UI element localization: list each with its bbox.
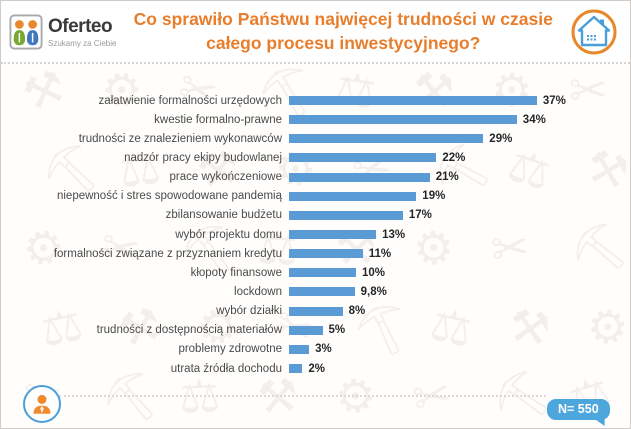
chart-row: wybór projektu domu 13%: [1, 225, 630, 244]
person-avatar: [23, 385, 61, 423]
bar: [289, 230, 377, 240]
chart-row: kłopoty finansowe 10%: [1, 263, 630, 282]
category-label: lockdown: [234, 285, 282, 298]
oferteo-logo: Oferteo Szukamy za Ciebie: [9, 14, 116, 50]
value-label: 34%: [522, 113, 546, 126]
person-icon: [33, 394, 51, 414]
category-label: wybór działki: [216, 305, 282, 318]
house-icon: [570, 8, 618, 56]
value-label: 3%: [315, 343, 332, 356]
category-label: trudności ze znalezieniem wykonawców: [78, 132, 282, 145]
bar: [289, 306, 343, 316]
chart-row: wybór działki 8%: [1, 302, 630, 321]
bar-chart: załatwienie formalności urzędowych 37% k…: [1, 91, 630, 378]
bar: [289, 172, 430, 182]
page-title: Co sprawiło Państwu najwięcej trudności …: [116, 8, 570, 55]
bar: [289, 249, 363, 259]
bar: [289, 344, 310, 354]
bar: [289, 96, 537, 106]
value-label: 17%: [408, 209, 432, 222]
sample-size-badge: N= 550: [547, 399, 610, 420]
chart-row: załatwienie formalności urzędowych 37%: [1, 91, 630, 110]
category-label: formalności związane z przyznaniem kredy…: [53, 247, 282, 260]
bar: [289, 325, 323, 335]
value-label: 2%: [308, 362, 326, 375]
chart-row: kwestie formalno-prawne 34%: [1, 110, 630, 129]
category-label: zbilansowanie budżetu: [165, 209, 282, 222]
category-label: załatwienie formalności urzędowych: [98, 94, 282, 107]
brand-name: Oferteo: [48, 15, 113, 37]
category-label: utrata źródła dochodu: [170, 362, 282, 375]
chart-row: nadzór pracy ekipy budowlanej 22%: [1, 148, 630, 167]
house-icon-svg: [571, 9, 617, 54]
chart-row: lockdown 9,8%: [1, 282, 630, 301]
category-label: prace wykończeniowe: [169, 171, 282, 184]
value-label: 21%: [435, 171, 459, 184]
bar: [289, 115, 517, 125]
bar: [289, 210, 403, 220]
value-label: 19%: [422, 190, 446, 203]
title-line-2: całego procesu inwestycyjnego?: [206, 32, 481, 53]
bar: [289, 153, 437, 163]
bar: [289, 364, 303, 374]
bar: [289, 191, 417, 201]
value-label: 11%: [368, 247, 392, 260]
chart-row: prace wykończeniowe 21%: [1, 168, 630, 187]
chart-row: trudności z dostępnością materiałów 5%: [1, 321, 630, 340]
bar: [289, 287, 355, 297]
logo-text: Oferteo Szukamy za Ciebie: [48, 16, 116, 48]
chart-row: utrata źródła dochodu 2%: [1, 359, 630, 378]
value-label: 37%: [542, 94, 566, 107]
bar: [289, 134, 484, 144]
value-label: 8%: [348, 305, 366, 318]
chart-row: niepewność i stres spowodowane pandemią …: [1, 187, 630, 206]
chart-row: formalności związane z przyznaniem kredy…: [1, 244, 630, 263]
chart-row: problemy zdrowotne 3%: [1, 340, 630, 359]
category-label: kwestie formalno-prawne: [154, 113, 282, 126]
header: Oferteo Szukamy za Ciebie Co sprawiło Pa…: [1, 1, 630, 64]
category-label: kłopoty finansowe: [190, 266, 282, 279]
value-label: 9,8%: [360, 285, 387, 298]
category-label: trudności z dostępnością materiałów: [96, 324, 282, 337]
value-label: 29%: [489, 132, 513, 145]
footer-divider: [59, 395, 546, 397]
category-label: problemy zdrowotne: [178, 343, 282, 356]
value-label: 22%: [442, 151, 466, 164]
bar: [289, 268, 356, 278]
category-label: nadzór pracy ekipy budowlanej: [124, 151, 282, 164]
chart-row: trudności ze znalezieniem wykonawców 29%: [1, 129, 630, 148]
chart-row: zbilansowanie budżetu 17%: [1, 206, 630, 225]
oferteo-logo-icon: [9, 14, 43, 49]
value-label: 10%: [362, 266, 386, 279]
value-label: 5%: [328, 324, 346, 337]
category-label: wybór projektu domu: [175, 228, 282, 241]
value-label: 13%: [382, 228, 406, 241]
category-label: niepewność i stres spowodowane pandemią: [56, 190, 282, 203]
brand-tagline: Szukamy za Ciebie: [48, 38, 117, 48]
title-line-1: Co sprawiło Państwu najwięcej trudności …: [133, 8, 553, 29]
